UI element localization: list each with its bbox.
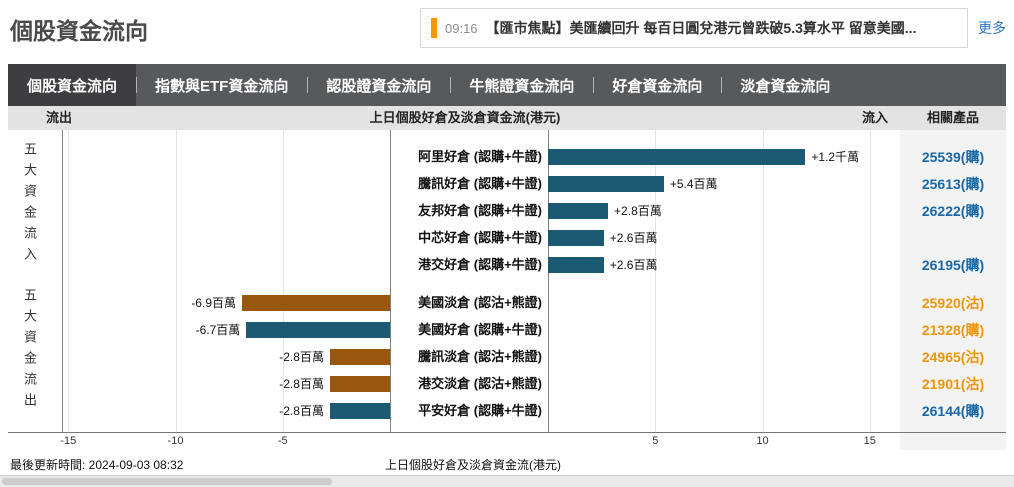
row-label: 美國好倉 (認購+牛證) — [418, 322, 542, 337]
x-tick-label: -5 — [277, 435, 288, 447]
gridline — [68, 130, 70, 432]
last-updated: 最後更新時間: 2024-09-03 08:32 — [10, 458, 184, 472]
horizontal-scrollbar[interactable] — [0, 475, 1014, 487]
group-label-outflow: 五大資金流出 — [22, 288, 37, 414]
bar-value-label: +2.6百萬 — [609, 231, 658, 245]
ticker-time: 09:16 — [445, 20, 478, 36]
row-label: 港交好倉 (認購+牛證) — [418, 257, 542, 272]
flow-bar — [329, 403, 390, 419]
zero-axis-line — [390, 130, 391, 432]
row-label: 騰訊淡倉 (認沽+熊證) — [418, 349, 542, 364]
scrollbar-thumb[interactable] — [2, 478, 332, 485]
related-product-link[interactable]: 25613(購) — [921, 176, 985, 192]
flow-bar — [548, 203, 609, 219]
related-product-link[interactable]: 25920(沽) — [921, 295, 985, 311]
inflow-header: 流入 — [861, 110, 888, 125]
products-column-background — [900, 130, 1006, 450]
ticker-headline-link[interactable]: 【匯市焦點】美匯續回升 每百日圓兌港元曾跌破5.3算水平 留意美國... — [485, 20, 917, 36]
bar-value-label: +5.4百萬 — [669, 177, 718, 191]
row-label: 平安好倉 (認購+牛證) — [418, 403, 542, 418]
bar-value-label: +2.6百萬 — [609, 258, 658, 272]
row-label: 騰訊好倉 (認購+牛證) — [418, 176, 542, 191]
bar-value-label: +2.8百萬 — [614, 204, 662, 218]
tab-2[interactable]: 認股證資金流向 — [307, 64, 450, 106]
chart-body: 五大資金流入 五大資金流出 阿里好倉 (認購+牛證) +1.2千萬騰訊好倉 (認購+牛… — [8, 130, 1006, 433]
page: 個股資金流向 09:16 【匯市焦點】美匯續回升 每百日圓兌港元曾跌破5.3算水… — [8, 0, 1006, 474]
bar-value-label: -2.8百萬 — [279, 350, 324, 364]
flow-bar — [329, 349, 390, 365]
group-label-inflow: 五大資金流入 — [22, 142, 37, 268]
tab-5[interactable]: 淡倉資金流向 — [721, 64, 849, 106]
related-product-link[interactable]: 24965(沽) — [921, 349, 985, 365]
row-label: 中芯好倉 (認購+牛證) — [418, 230, 542, 245]
flow-bar — [548, 230, 604, 246]
left-boundary-line — [62, 130, 63, 432]
row-label: 港交淡倉 (認沽+熊證) — [418, 376, 542, 391]
x-tick-label: 5 — [652, 435, 659, 447]
related-product-link[interactable]: 21901(沽) — [921, 376, 985, 392]
gridline — [282, 130, 284, 432]
bar-value-label: -6.9百萬 — [191, 296, 236, 310]
bar-value-label: -6.7百萬 — [195, 323, 241, 337]
flow-bar — [246, 322, 390, 338]
column-header-row: 流出 上日個股好倉及淡倉資金流(港元) 流入 相關產品 — [8, 106, 1006, 130]
related-product-link[interactable]: 26195(購) — [921, 257, 985, 273]
news-ticker-wrap: 09:16 【匯市焦點】美匯續回升 每百日圓兌港元曾跌破5.3算水平 留意美國.… — [420, 8, 1006, 48]
flow-bar — [548, 257, 604, 273]
page-title: 個股資金流向 — [10, 18, 148, 44]
tab-4[interactable]: 好倉資金流向 — [593, 64, 721, 106]
flow-bar — [241, 295, 390, 311]
ticker-accent-bar-icon — [431, 18, 437, 38]
tab-3[interactable]: 牛熊證資金流向 — [450, 64, 593, 106]
tab-1[interactable]: 指數與ETF資金流向 — [136, 64, 307, 106]
top-header: 個股資金流向 09:16 【匯市焦點】美匯續回升 每百日圓兌港元曾跌破5.3算水… — [8, 0, 1006, 64]
bar-value-label: -2.8百萬 — [279, 404, 324, 418]
bar-value-label: +1.2千萬 — [811, 150, 860, 164]
x-tick-label: -15 — [60, 435, 77, 447]
gridline — [655, 130, 657, 432]
x-tick-label: 10 — [756, 435, 769, 447]
related-product-link[interactable]: 21328(購) — [921, 322, 985, 338]
chart-title-header: 上日個股好倉及淡倉資金流(港元) — [369, 110, 561, 125]
gridline — [762, 130, 764, 432]
tab-bar: 個股資金流向 指數與ETF資金流向 認股證資金流向 牛熊證資金流向 好倉資金流向 淡倉資金… — [8, 64, 1006, 106]
related-product-link[interactable]: 26144(購) — [921, 403, 985, 419]
flow-bar — [329, 376, 390, 392]
x-tick-label: -10 — [167, 435, 184, 447]
news-ticker: 09:16 【匯市焦點】美匯續回升 每百日圓兌港元曾跌破5.3算水平 留意美國.… — [420, 8, 968, 48]
flow-bar — [548, 176, 664, 192]
gridline — [175, 130, 177, 432]
row-label: 美國淡倉 (認沽+熊證) — [418, 295, 542, 310]
chart-wrap: 五大資金流入 五大資金流出 阿里好倉 (認購+牛證) +1.2千萬騰訊好倉 (認購+牛… — [8, 130, 1006, 450]
products-header: 相關產品 — [926, 110, 979, 125]
more-link[interactable]: 更多 — [978, 20, 1006, 36]
flow-bar — [548, 149, 806, 165]
footer: 最後更新時間: 2024-09-03 08:32 上日個股好倉及淡倉資金流(港元… — [8, 450, 1006, 474]
tab-0[interactable]: 個股資金流向 — [8, 64, 137, 106]
row-label: 阿里好倉 (認購+牛證) — [418, 149, 542, 164]
row-label: 友邦好倉 (認購+牛證) — [418, 203, 542, 218]
x-axis-strip: -15 -10 -5 5 10 15 — [8, 432, 1006, 450]
zero-axis-line — [548, 130, 549, 432]
related-product-link[interactable]: 26222(購) — [921, 203, 985, 219]
gridline — [869, 130, 871, 432]
related-product-link[interactable]: 25539(購) — [921, 149, 985, 165]
x-tick-label: 15 — [863, 435, 876, 447]
bar-value-label: -2.8百萬 — [279, 377, 324, 391]
x-axis-title: 上日個股好倉及淡倉資金流(港元) — [385, 458, 561, 472]
outflow-header: 流出 — [46, 110, 73, 125]
